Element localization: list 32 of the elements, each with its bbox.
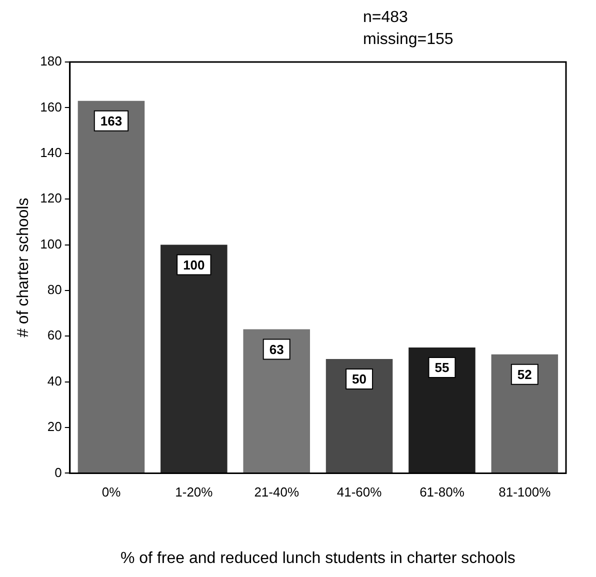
x-tick-label: 81-100% — [498, 484, 552, 500]
y-tick-label: 60 — [47, 328, 62, 343]
data-label: 163 — [100, 113, 122, 128]
data-label: 52 — [517, 366, 532, 382]
y-tick-label: 100 — [40, 236, 62, 252]
x-tick-label: 41-60% — [336, 484, 382, 500]
y-tick-label: 180 — [40, 54, 62, 69]
bar — [491, 354, 558, 473]
bar — [408, 348, 476, 473]
y-tick-label: 120 — [40, 190, 62, 206]
x-tick-label: 1-20% — [175, 484, 214, 500]
y-tick-label: 140 — [40, 144, 62, 160]
chart-subtitle: missing=155 — [363, 31, 454, 48]
data-label: 63 — [269, 342, 284, 357]
bar — [243, 329, 310, 473]
x-tick-label: 21-40% — [254, 484, 300, 500]
y-tick-label: 80 — [47, 282, 62, 298]
bar — [326, 358, 393, 473]
x-tick-label: 61-80% — [420, 484, 465, 500]
y-tick-label: 40 — [47, 373, 62, 388]
data-label: 50 — [352, 372, 367, 387]
y-tick-label: 160 — [40, 99, 62, 114]
x-tick-label: 0% — [102, 484, 122, 500]
x-axis-title: % of free and reduced lunch students in charter schools — [120, 550, 516, 567]
y-tick-label: 20 — [47, 419, 62, 434]
data-label: 55 — [434, 360, 450, 376]
y-tick-label: 0 — [54, 464, 62, 480]
bar — [78, 100, 145, 473]
y-axis-title: # of charter schools — [15, 198, 32, 338]
chart-title: n=483 — [363, 9, 408, 26]
bar — [160, 244, 228, 473]
data-label: 100 — [183, 257, 205, 272]
